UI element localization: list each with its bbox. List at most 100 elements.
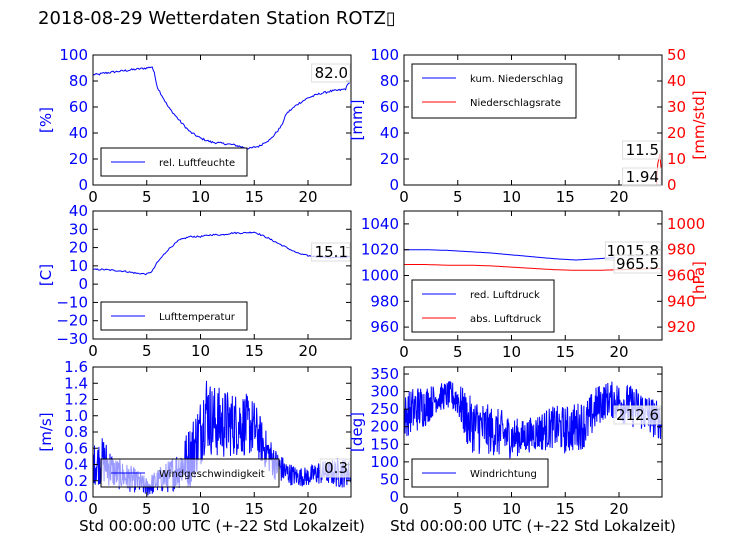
y-tick-label: 40 bbox=[69, 202, 88, 220]
last-value2-label-box bbox=[613, 254, 662, 274]
y2-axis-label: [hPa] bbox=[690, 261, 708, 300]
y-tick-label: 1.6 bbox=[64, 358, 88, 376]
y2-tick-label: 1000 bbox=[667, 215, 705, 233]
legend-label: red. Luftdruck bbox=[470, 290, 540, 301]
y-axis-label: [mm] bbox=[348, 100, 366, 141]
x-tick-label: 15 bbox=[556, 343, 575, 361]
y-tick-label: 40 bbox=[380, 124, 399, 142]
x-tick-label: 15 bbox=[245, 500, 264, 518]
y-tick-label: 0 bbox=[389, 488, 399, 506]
x-axis-label-1: Std 00:00:00 UTC (+-22 Std Lokalzeit) bbox=[79, 517, 365, 535]
last-value-label-box bbox=[319, 458, 351, 478]
panel-4: 0 5 10 15 20 960 980 1000 1020 1040 920 940 960 980 10… bbox=[361, 210, 708, 361]
last-value-label-box bbox=[613, 405, 662, 425]
last-value-label: 15.1 bbox=[315, 243, 348, 261]
x-tick-label: 0 bbox=[399, 343, 409, 361]
y2-tick-label: 920 bbox=[667, 318, 696, 336]
y-tick-label: 100 bbox=[59, 46, 88, 64]
y-tick-label: 0.8 bbox=[64, 423, 88, 441]
y-tick-label: 0.6 bbox=[64, 439, 88, 457]
y-tick-label: 40 bbox=[69, 124, 88, 142]
x-tick-label: 0 bbox=[88, 188, 98, 206]
last-value-label-box bbox=[622, 140, 662, 160]
panel-3: 0 5 10 15 20−30−20−10010203040[C]15.1Lufttem… bbox=[37, 202, 352, 360]
x-tick-label: 5 bbox=[453, 343, 463, 361]
last-value2-label: 1.94 bbox=[626, 168, 659, 186]
y2-tick-label: 30 bbox=[667, 98, 686, 116]
y2-tick-label: 0 bbox=[667, 176, 677, 194]
y-tick-label: 100 bbox=[370, 453, 399, 471]
last-value-label: 212.6 bbox=[616, 406, 659, 424]
plot-frame bbox=[403, 54, 663, 186]
x-tick-label: 5 bbox=[453, 500, 463, 518]
y-tick-label: 0.4 bbox=[64, 456, 88, 474]
y2-tick-label: 50 bbox=[667, 46, 686, 64]
x-tick-label: 10 bbox=[502, 188, 521, 206]
y-tick-label: 80 bbox=[69, 72, 88, 90]
last-value-label: 11.5 bbox=[626, 141, 659, 159]
y-tick-label: 60 bbox=[380, 98, 399, 116]
y-tick-label: 30 bbox=[69, 220, 88, 238]
y-tick-label: 980 bbox=[370, 292, 399, 310]
x-tick-label: 0 bbox=[88, 342, 98, 360]
y-tick-label: 1.0 bbox=[64, 407, 88, 425]
legend-box bbox=[411, 279, 555, 333]
y-tick-label: 0 bbox=[78, 176, 88, 194]
x-tick-label: 0 bbox=[399, 188, 409, 206]
y-tick-label: 0.2 bbox=[64, 472, 88, 490]
y2-tick-label: 10 bbox=[667, 150, 686, 168]
y-tick-label: −10 bbox=[56, 293, 88, 311]
series-line-1 bbox=[92, 231, 352, 276]
figure-title: 2018-08-29 Wetterdaten Station ROTZ▯ bbox=[38, 8, 396, 29]
legend-label: kum. Niederschlag bbox=[470, 74, 563, 85]
y-tick-label: 20 bbox=[69, 150, 88, 168]
y2-tick-label: 960 bbox=[667, 267, 696, 285]
y2-tick-label: 20 bbox=[667, 124, 686, 142]
y-tick-label: 20 bbox=[69, 239, 88, 257]
series-line-1 bbox=[403, 380, 663, 459]
panel-1: 0 5 10 15 20 0 20 40 60 80 100 [%] 82.0 rel. Luftfeuc… bbox=[37, 46, 352, 206]
x-tick-label: 10 bbox=[502, 500, 521, 518]
panel-2: 0 5 10 15 20 0 20 40 60 80 100 0 10 20 30 40 50 [mm] [mm/s… bbox=[348, 46, 708, 206]
panel-5: 0 5 10 15 20 0.00.20.40.60.81.01.21.41.6 [m/s]… bbox=[37, 358, 352, 518]
y-tick-label: 10 bbox=[69, 257, 88, 275]
y-tick-label: −30 bbox=[56, 330, 88, 348]
x-tick-label: 20 bbox=[298, 342, 317, 360]
last-value-label: 0.3 bbox=[324, 459, 348, 477]
last-value-label-box bbox=[311, 242, 351, 262]
x-tick-label: 20 bbox=[298, 188, 317, 206]
x-tick-label: 20 bbox=[298, 500, 317, 518]
y-axis-label: [deg] bbox=[348, 412, 366, 452]
y2-tick-label: 980 bbox=[667, 241, 696, 259]
last-value-label-box bbox=[311, 63, 351, 83]
y-axis-label: [%] bbox=[37, 107, 55, 133]
y-tick-label: 1000 bbox=[361, 267, 399, 285]
legend-label: Windgeschwindigkeit bbox=[159, 469, 265, 480]
y-tick-label: 1020 bbox=[361, 241, 399, 259]
y-tick-label: 960 bbox=[370, 318, 399, 336]
y-tick-label: 1.2 bbox=[64, 391, 88, 409]
x-tick-label: 10 bbox=[191, 188, 210, 206]
legend-label: rel. Luftfeuchte bbox=[159, 158, 235, 169]
x-tick-label: 5 bbox=[142, 342, 152, 360]
x-tick-label: 5 bbox=[142, 500, 152, 518]
x-tick-label: 10 bbox=[502, 343, 521, 361]
plot-frame bbox=[92, 210, 352, 340]
x-tick-label: 10 bbox=[191, 500, 210, 518]
legend-box bbox=[411, 63, 577, 119]
legend-label: Lufttemperatur bbox=[159, 312, 236, 323]
y-tick-label: 250 bbox=[370, 400, 399, 418]
x-tick-label: 10 bbox=[191, 342, 210, 360]
series-line-1 bbox=[92, 66, 352, 150]
y-tick-label: 20 bbox=[380, 150, 399, 168]
last-value2-label: 965.5 bbox=[616, 255, 659, 273]
y-tick-label: 60 bbox=[69, 98, 88, 116]
x-tick-label: 0 bbox=[88, 500, 98, 518]
last-value2-label-box bbox=[622, 167, 662, 187]
y-tick-label: 350 bbox=[370, 365, 399, 383]
plot-frame bbox=[92, 54, 352, 186]
y-axis-label: [C] bbox=[37, 264, 55, 286]
x-tick-label: 5 bbox=[453, 188, 463, 206]
legend-label: Windrichtung bbox=[470, 469, 537, 480]
